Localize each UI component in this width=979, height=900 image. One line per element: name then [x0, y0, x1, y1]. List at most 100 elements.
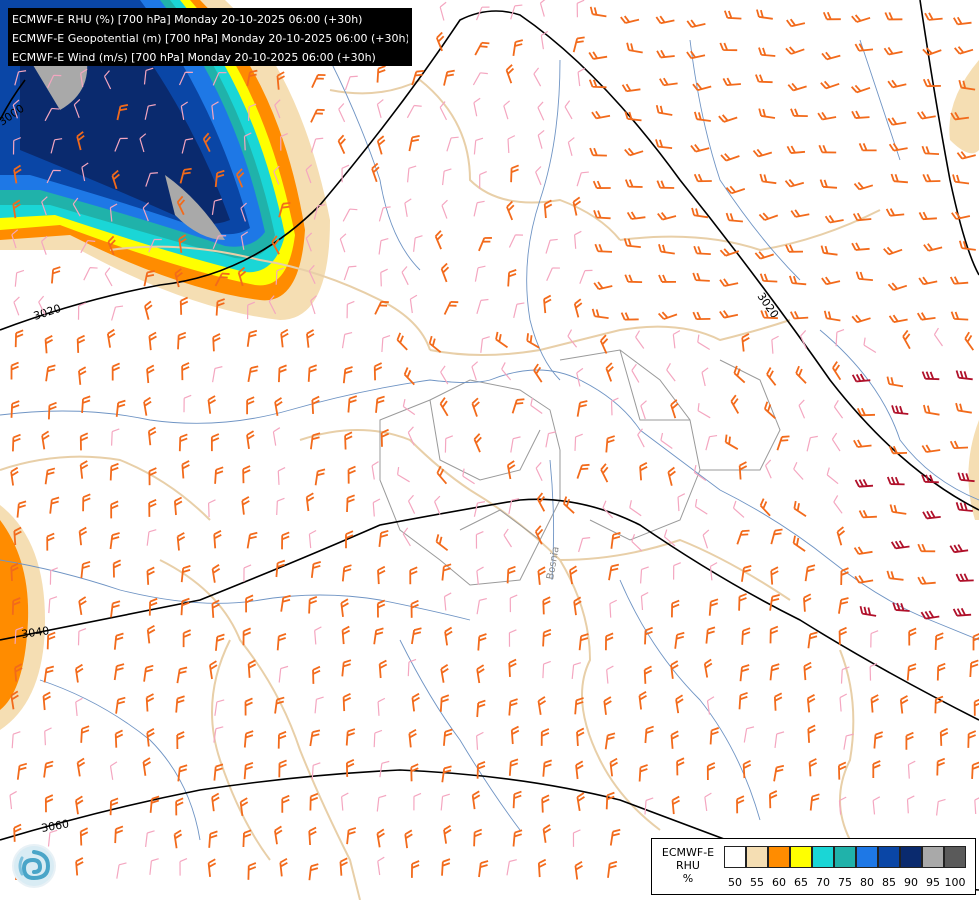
wind-barb [144, 104, 156, 120]
wind-barb [143, 270, 155, 287]
wind-barb [971, 761, 979, 779]
wind-barb [176, 195, 186, 216]
wind-barb [602, 500, 614, 519]
wind-barb [305, 164, 313, 184]
wind-barb [312, 665, 321, 684]
wind-barb [10, 361, 19, 380]
wind-barb [854, 478, 874, 488]
wind-barb [340, 598, 349, 618]
wind-barb [576, 463, 590, 479]
wind-barb [274, 825, 283, 845]
wind-barb [407, 494, 416, 514]
wind-barb [440, 262, 450, 283]
wind-barb [81, 162, 89, 182]
wind-barb [817, 111, 837, 121]
wind-barb [9, 790, 17, 810]
wind-barb [441, 765, 452, 783]
wind-barb [308, 863, 319, 881]
wind-barb [572, 829, 581, 847]
wind-barb [183, 394, 192, 413]
wind-barb [576, 171, 589, 187]
wind-barb [758, 108, 776, 119]
wind-barb [202, 132, 212, 152]
wind-barb [786, 18, 806, 28]
wind-barb [952, 607, 972, 617]
wind-barb [444, 626, 453, 646]
wind-barb [214, 272, 230, 287]
wind-barb [508, 629, 517, 647]
wind-barb [692, 311, 711, 320]
wind-barb [934, 695, 944, 714]
wind-barb [179, 167, 192, 184]
wind-barb [922, 47, 942, 56]
wind-barb [545, 431, 557, 448]
wind-barb [907, 760, 916, 779]
wind-barb [179, 296, 189, 315]
wind-barb [10, 562, 19, 581]
wind-barb [949, 276, 969, 285]
wind-barb [45, 364, 56, 382]
wind-barb [374, 300, 389, 315]
wind-barb [851, 110, 870, 119]
wind-barb [773, 692, 783, 711]
wind-barb [308, 595, 318, 614]
wind-barb [917, 543, 936, 553]
wind-barb [674, 631, 685, 649]
wind-barb [591, 110, 611, 120]
wind-barb [542, 759, 553, 777]
legend-swatch-100 [944, 846, 966, 868]
wind-barb [543, 199, 553, 219]
wind-barb [510, 4, 523, 20]
wind-barb [143, 664, 154, 682]
legend-tick-65: 65 [794, 876, 808, 889]
wind-barb [146, 364, 155, 384]
wind-barb [244, 697, 253, 716]
wind-barb [79, 432, 89, 451]
ecmwf-swirl-icon [14, 846, 54, 886]
wind-barb [542, 660, 551, 679]
wind-barb [278, 201, 291, 218]
wind-barb [44, 107, 60, 122]
wind-barb [339, 233, 347, 253]
wind-barb [574, 230, 582, 249]
wind-barb [957, 472, 975, 483]
wind-barb [277, 730, 287, 749]
legend-title: ECMWF-E RHU % [656, 846, 720, 885]
wind-barb [111, 362, 121, 381]
wind-barb [402, 398, 416, 416]
wind-barb [820, 80, 840, 90]
wind-barb [863, 337, 877, 354]
wind-barb [242, 627, 251, 646]
wind-barb [732, 500, 745, 518]
wind-barb [820, 245, 838, 256]
contour-label-3060: 3060 [40, 817, 70, 835]
legend-swatches [724, 846, 966, 868]
wind-barb [344, 431, 353, 450]
wind-barb [591, 308, 609, 319]
wind-barb [46, 169, 61, 184]
wind-barb [111, 428, 120, 446]
wind-barb [644, 797, 654, 815]
wind-barb [905, 731, 914, 750]
wind-barb [705, 626, 716, 644]
wind-barb [589, 6, 607, 18]
wind-barb [605, 362, 614, 382]
wind-barb [574, 860, 583, 880]
wind-barb [109, 203, 118, 222]
wind-barb [888, 314, 908, 324]
wind-barb [344, 75, 358, 91]
wind-barb [176, 666, 188, 684]
wind-barb [605, 632, 614, 651]
wind-barb [440, 664, 449, 683]
wind-barb [692, 272, 710, 282]
wind-barb [853, 546, 873, 555]
legend-title-model: ECMWF-E [661, 846, 715, 859]
wind-barb [870, 630, 879, 648]
wind-barb [754, 251, 774, 260]
wind-barb [406, 104, 422, 119]
wind-barb [936, 662, 946, 681]
wind-barb [243, 564, 252, 582]
wind-barb [213, 530, 222, 549]
wind-barb [790, 108, 808, 117]
wind-barb [16, 500, 27, 518]
